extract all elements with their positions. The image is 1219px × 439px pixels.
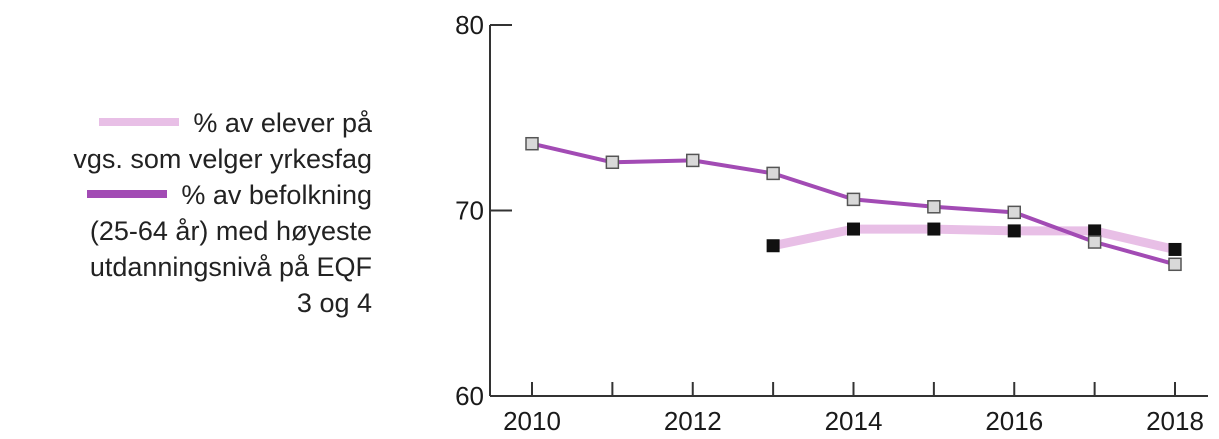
legend-entry-students-vocational: % av elever på vgs. som velger yrkesfag [0,105,372,177]
series-0-point-2016 [1007,224,1021,238]
legend-label-population-line-3: utdanningsnivå på EQF [89,252,372,282]
series-0-point-2014 [847,222,860,236]
legend-swatch-population-eqf [87,189,168,198]
series-layer [525,136,1182,272]
series-1-point-2018 [1168,257,1182,272]
legend-label-students-line-1: % av elever på [193,108,372,138]
y-tick-label-80: 80 [455,10,484,40]
x-tick-label-2016: 2016 [985,406,1043,436]
legend-label-population-line-4: 3 og 4 [296,288,372,318]
series-0-point-2013 [766,239,780,253]
x-tick-label-2012: 2012 [664,406,722,436]
series-1-point-2016 [1007,205,1021,220]
x-tick-label-2018: 2018 [1146,406,1204,436]
legend: % av elever på vgs. som velger yrkesfag … [0,105,372,321]
series-1-point-2012 [686,153,700,168]
series-1-point-2011 [605,155,620,170]
series-1-point-2015 [927,200,941,214]
y-tick-label-60: 60 [455,381,484,411]
legend-swatch-students-vocational [99,117,180,126]
x-tick-label-2014: 2014 [825,406,883,436]
series-1-point-2017 [1087,235,1102,249]
legend-label-population-line-1: % av befolkning [181,180,372,210]
series-line-0 [772,224,1177,254]
series-1-point-2013 [766,166,780,181]
series-0-point-2017 [1088,224,1102,238]
series-0-point-2018 [1168,242,1182,256]
legend-entry-population-eqf: % av befolkning (25-64 år) med høyeste u… [0,177,372,321]
x-tick-label-2010: 2010 [503,406,561,436]
series-0-point-2015 [927,222,941,236]
y-tick-label-70: 70 [455,196,484,226]
axes: 60 70 80 2010 2012 2014 2016 2018 [455,10,1208,436]
series-1-point-2010 [525,136,539,151]
legend-label-population-line-2: (25-64 år) med høyeste [89,216,372,246]
series-1-point-2014 [846,192,861,207]
legend-label-students-line-2: vgs. som velger yrkesfag [73,144,372,174]
